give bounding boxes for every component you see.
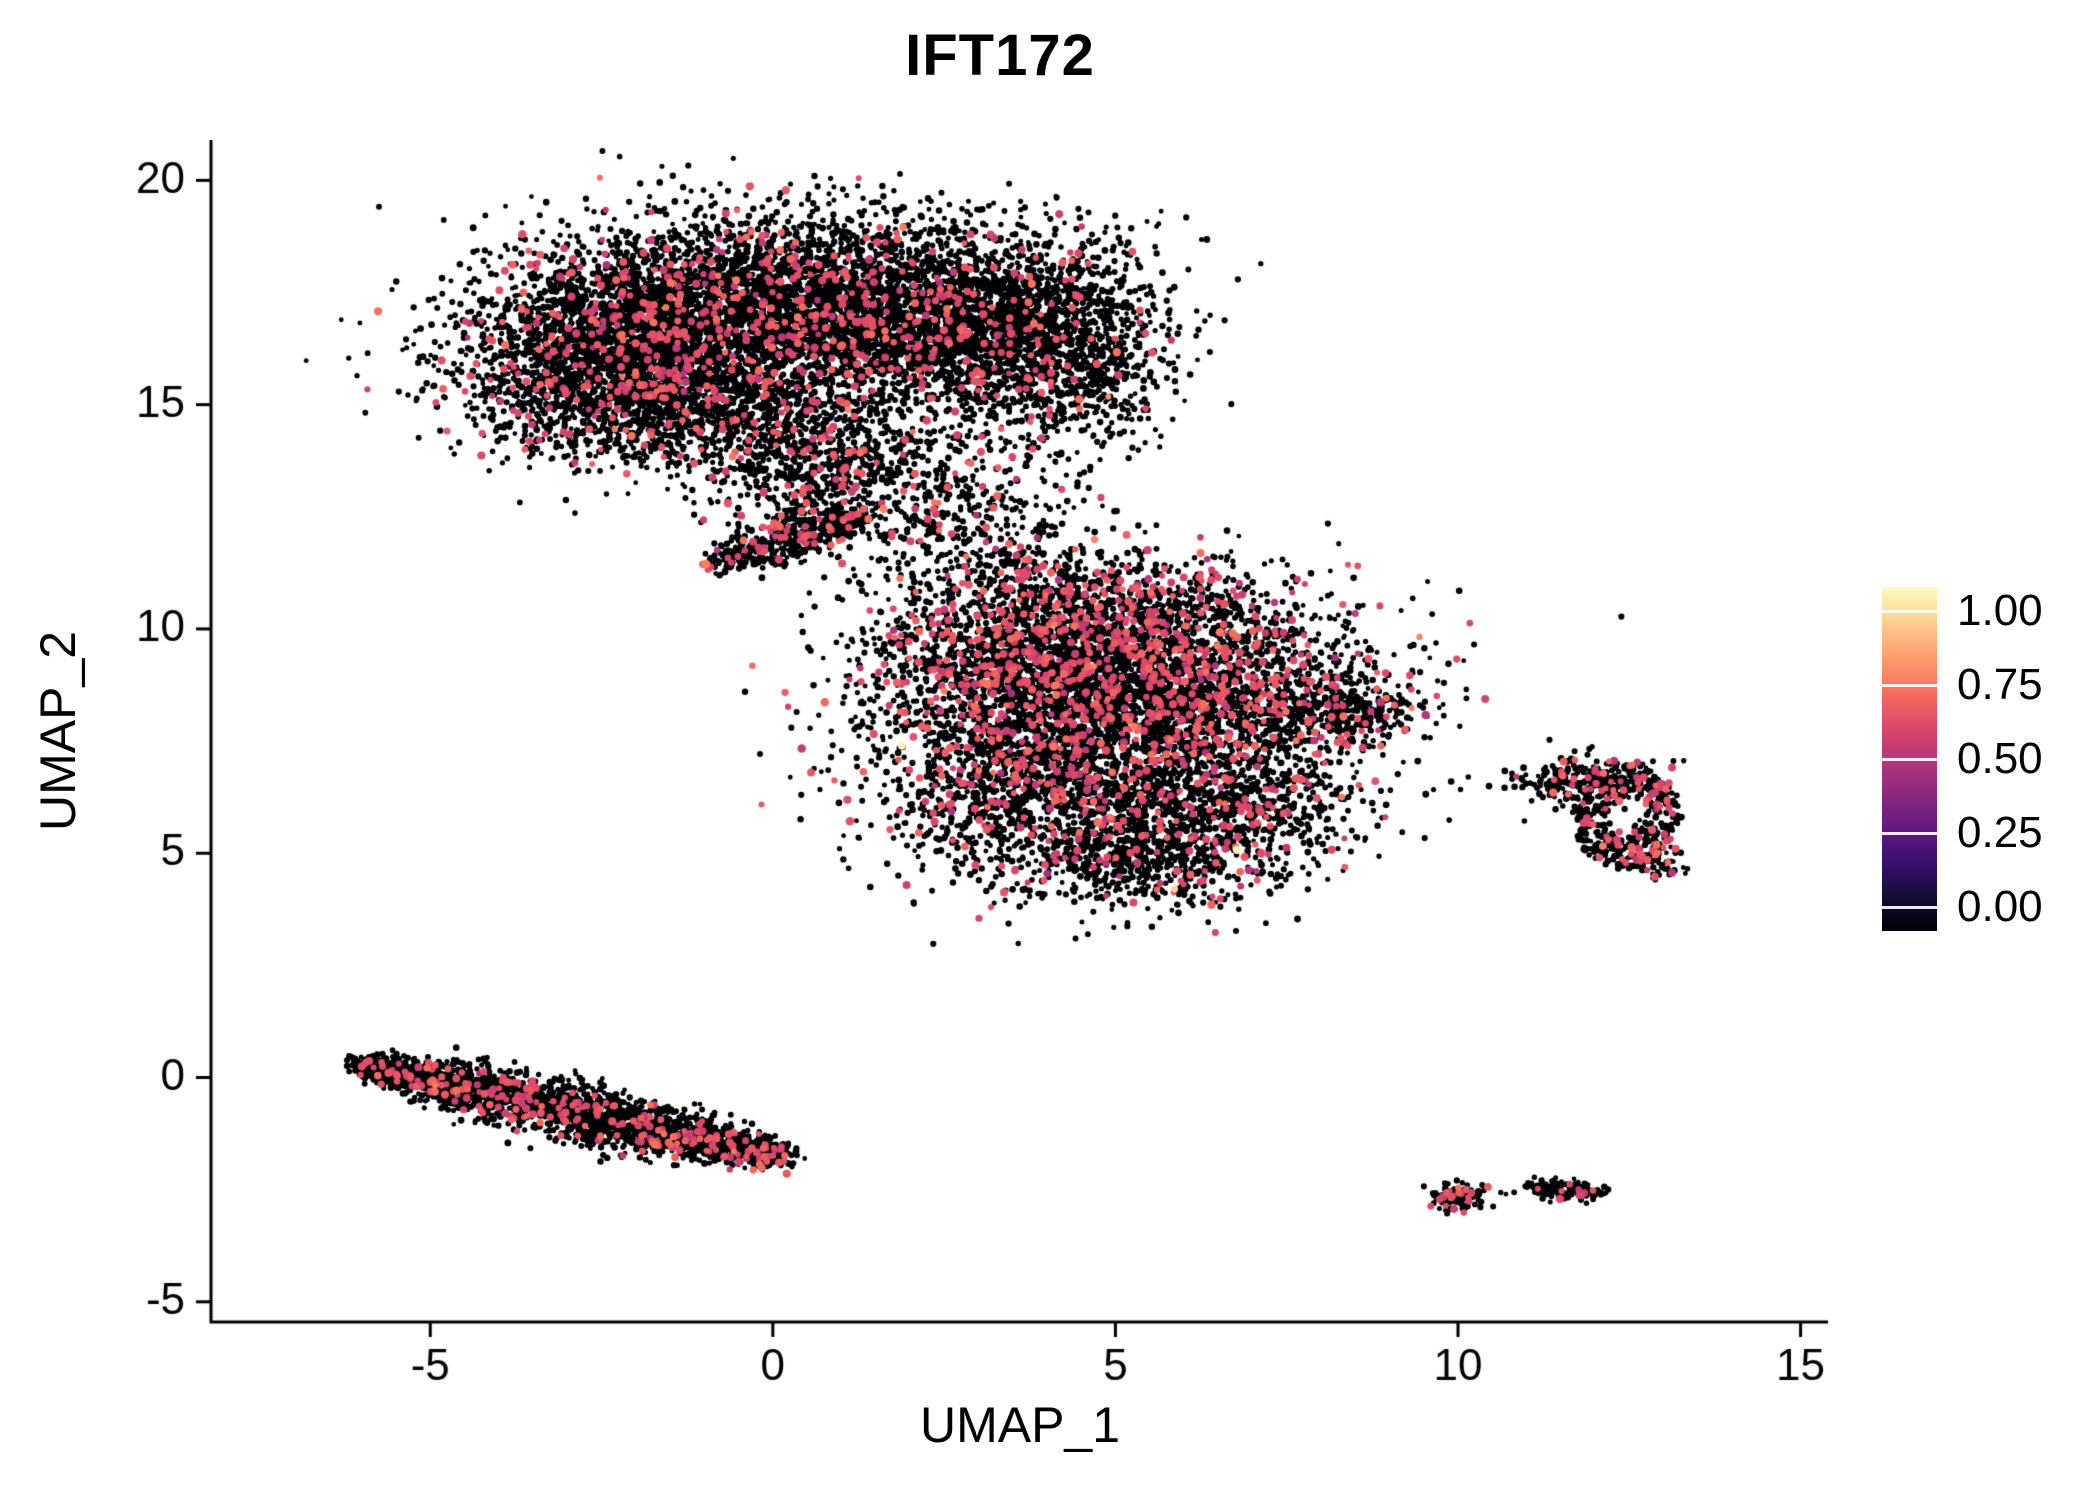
colorbar-tick-mark [1882, 905, 1937, 909]
colorbar-tick-mark [1882, 757, 1937, 761]
colorbar-tick-label: 0.50 [1957, 734, 2043, 783]
colorbar-tick-mark [1882, 609, 1937, 613]
colorbar-tick-label: 0.00 [1957, 882, 2043, 931]
colorbar-tick-mark [1882, 831, 1937, 835]
colorbar-tick-mark [1882, 683, 1937, 687]
plot-title: IFT172 [905, 23, 1095, 88]
colorbar-tick-label: 0.25 [1957, 808, 2043, 857]
x-axis-label: UMAP_1 [919, 1397, 1121, 1453]
colorbar: 1.00 0.75 0.50 0.25 0.00 [1882, 586, 2043, 931]
y-axis-label: UMAP_2 [30, 630, 86, 832]
colorbar-tick-label: 1.00 [1957, 586, 2043, 635]
colorbar-tick-label: 0.75 [1957, 660, 2043, 709]
